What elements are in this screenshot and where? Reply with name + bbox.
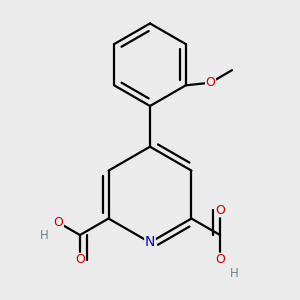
Text: H: H: [230, 266, 238, 280]
Text: H: H: [40, 230, 49, 242]
Text: N: N: [145, 236, 155, 250]
Text: O: O: [206, 76, 215, 89]
Text: O: O: [215, 253, 225, 266]
Text: O: O: [53, 216, 63, 229]
Text: O: O: [75, 253, 85, 266]
Text: O: O: [215, 204, 225, 217]
